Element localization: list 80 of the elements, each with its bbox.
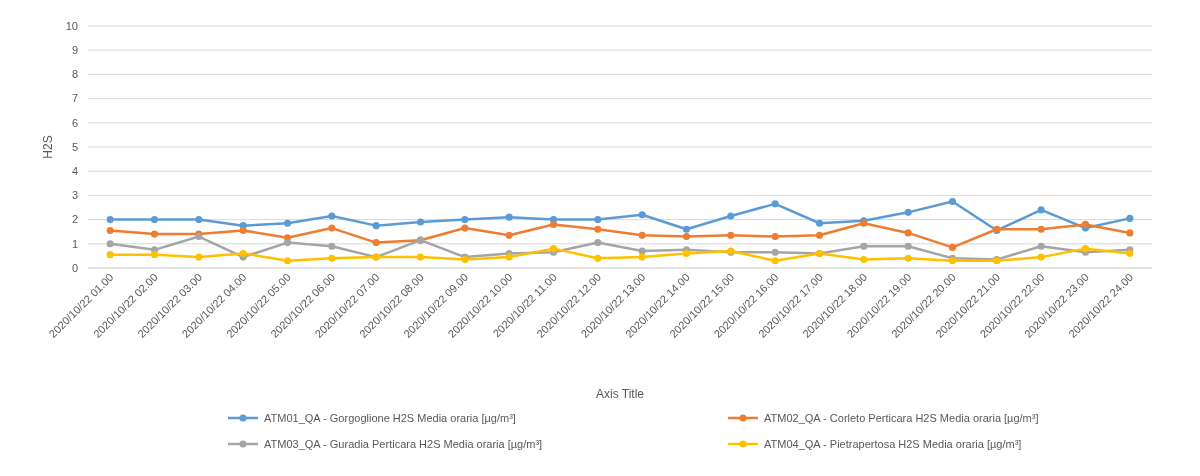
legend-label: ATM01_QA - Gorgoglione H2S Media oraria [µg/m³]	[264, 411, 516, 424]
point	[283, 257, 292, 265]
legend-label: ATM04_QA - Pietrapertosa H2S Media oraria [µg/m³]	[764, 437, 1022, 450]
point	[771, 248, 779, 256]
point	[1037, 253, 1045, 261]
point	[904, 208, 912, 216]
y-tick-label: 10	[65, 19, 78, 32]
point	[505, 213, 513, 221]
point	[283, 219, 292, 227]
point	[771, 232, 779, 241]
point	[195, 216, 203, 224]
point	[150, 230, 159, 238]
y-tick-label: 8	[71, 68, 78, 81]
legend-label: ATM02_QA - Corleto Perticara H2S Media oraria [µg/m³]	[764, 411, 1039, 424]
y-tick-label: 1	[71, 237, 78, 250]
point	[1126, 214, 1134, 222]
point	[727, 212, 735, 220]
y-tick-label: 4	[71, 165, 78, 178]
y-tick-label: 3	[71, 189, 78, 202]
point	[815, 231, 824, 239]
point	[106, 240, 114, 248]
y-tick-label: 7	[71, 92, 78, 105]
point	[948, 243, 957, 251]
point	[328, 224, 336, 232]
point	[727, 231, 735, 239]
legend-label: ATM03_QA - Guradia Perticara H2S Media oraria [µg/m³]	[264, 437, 543, 450]
point	[860, 255, 868, 264]
point	[1081, 220, 1090, 228]
point	[682, 249, 691, 258]
point	[1126, 229, 1134, 237]
point	[638, 247, 646, 255]
point	[549, 220, 558, 228]
point	[328, 212, 336, 220]
point	[150, 216, 159, 224]
point	[594, 239, 602, 247]
y-tick-label: 2	[71, 213, 78, 226]
point	[904, 242, 912, 250]
y-axis-title: H2S	[41, 135, 55, 159]
point	[283, 239, 292, 247]
point	[328, 254, 336, 262]
point	[328, 242, 336, 250]
point	[948, 197, 957, 206]
point	[239, 249, 247, 258]
point	[594, 225, 602, 233]
y-tick-label: 9	[71, 44, 78, 57]
point	[505, 231, 513, 239]
point	[1037, 242, 1045, 250]
point	[416, 253, 425, 261]
point	[372, 222, 380, 230]
point	[904, 254, 912, 262]
point	[505, 253, 513, 261]
point	[682, 232, 691, 241]
point	[860, 242, 868, 250]
point	[106, 226, 114, 235]
point	[771, 257, 779, 265]
point	[195, 253, 203, 261]
point	[1126, 249, 1134, 258]
point	[416, 218, 425, 226]
point	[106, 216, 114, 224]
point	[1037, 225, 1045, 233]
point	[682, 225, 691, 233]
point	[1037, 206, 1045, 214]
point	[594, 254, 602, 262]
point	[372, 239, 380, 247]
point	[638, 211, 646, 219]
y-tick-label: 0	[71, 261, 78, 274]
point	[638, 253, 646, 261]
point	[904, 229, 912, 237]
point	[239, 226, 247, 235]
point	[594, 216, 602, 224]
x-axis-title: Axis Title	[595, 387, 645, 401]
point	[461, 224, 469, 232]
point	[815, 219, 824, 227]
y-tick-label: 5	[71, 140, 78, 153]
point	[106, 251, 114, 259]
point	[461, 216, 469, 224]
point	[771, 200, 779, 208]
point	[150, 251, 159, 259]
y-tick-label: 6	[71, 116, 78, 129]
point	[638, 231, 646, 239]
